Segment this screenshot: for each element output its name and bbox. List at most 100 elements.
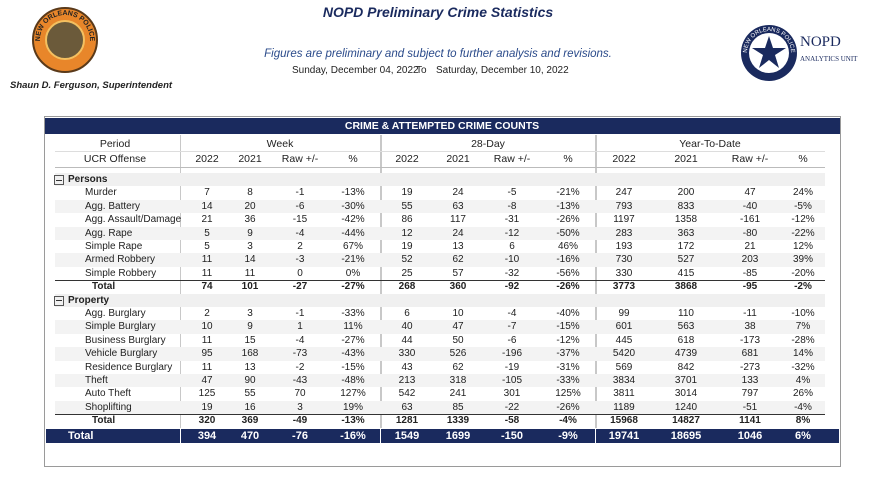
offense: Agg. Burglary [85,308,146,319]
section-row-bg [55,293,825,307]
cell: -12 [504,227,520,239]
row-bg [55,400,825,415]
total-cell: -58 [504,415,520,427]
cell: 90 [244,375,256,386]
cell: -8 [507,200,517,212]
period-label: Period [99,138,131,150]
cell: 193 [615,241,633,252]
cell: 47 [201,375,213,386]
grand-total-cell: 6% [795,429,811,442]
total-cell: -95 [742,281,758,293]
column-header: 2021 [674,153,698,165]
cell: 25 [401,267,413,279]
offense: Armed Robbery [85,254,156,266]
cell: 318 [449,375,467,386]
row-bg [55,226,825,240]
cell: -51 [742,401,758,413]
collapse-icon-bar [56,179,62,181]
column-header: 2021 [238,153,262,165]
group-header: 28-Day [471,138,505,150]
offense: Auto Theft [85,388,131,400]
grand-total-cell: 19741 [608,429,640,442]
cell: -27% [341,334,365,346]
grand-total-cell: -150 [500,429,524,442]
cell: 19 [401,187,413,199]
section-name: Persons [68,174,108,185]
cell: -20% [791,267,815,279]
cell: -15% [341,361,365,373]
cell: 203 [741,254,759,266]
cell: 11 [201,254,213,266]
grand-total-cell: 18695 [670,429,702,442]
cell: 527 [677,254,695,266]
cell: 47 [452,321,464,333]
cell: 247 [615,187,633,199]
section-name: Property [68,294,110,306]
date-separator: To [416,65,427,76]
cell: -3 [295,254,305,266]
cell: 569 [615,361,633,373]
cell: 2 [204,308,210,319]
cell: 1 [297,321,303,333]
cell: 283 [615,227,633,239]
right-logo-title: NOPD [800,34,841,50]
grand-total-separator [595,429,596,444]
offense: Simple Burglary [85,321,156,333]
cell: -5 [507,187,517,199]
cell: -43% [341,348,365,360]
cell: -15 [292,214,308,226]
column-header: % [798,153,808,165]
total-cell: -2% [794,281,812,293]
cell: -48% [341,375,365,386]
cell: -161 [739,214,761,226]
cell: 1240 [674,401,698,413]
cell: 15 [244,334,256,346]
section-row-bg [55,173,825,187]
total-cell: 1281 [395,415,419,427]
cell: 241 [449,388,467,400]
cell: 3 [247,241,253,252]
grand-total-separator [180,429,181,444]
table-frame [44,116,841,467]
cell: 44 [401,334,413,346]
cell: 99 [618,308,630,319]
cell: -26% [556,401,580,413]
offense-label: UCR Offense [83,153,147,165]
cell: 730 [615,254,633,266]
total-cell: 360 [449,281,467,293]
cell: 200 [677,187,695,199]
column-header: Raw +/- [731,153,769,165]
cell: 63 [452,200,464,212]
cell: 47 [744,187,756,199]
cell: 2 [297,241,303,252]
end-date: Saturday, December 10, 2022 [436,65,569,76]
grand-total-cell: 470 [240,429,260,442]
cell: 542 [398,388,416,400]
cell: 21 [744,241,756,252]
cell: 46% [557,241,579,252]
cell: 133 [741,375,759,386]
column-header: 2022 [395,153,419,165]
cell: 62 [452,361,464,373]
cell: 330 [398,348,416,360]
offense: Agg. Battery [85,200,141,212]
grand-total-cell: -76 [292,429,308,442]
collapse-icon-bar [56,300,62,302]
cell: 11 [244,267,256,279]
cell: 20 [244,200,256,212]
cell: -28% [791,334,815,346]
column-separator [595,135,597,428]
cell: -37% [556,348,580,360]
header-rule [55,167,825,168]
cell: 13 [452,241,464,252]
offense: Agg. Assault/Damage [85,214,182,226]
cell: -26% [556,214,580,226]
cell: 14 [244,254,256,266]
offense: Simple Rape [85,241,143,252]
cell: -31 [504,214,520,226]
column-separator [380,135,382,428]
cell: 10 [452,308,464,319]
row-bg [55,347,825,361]
offense: Theft [85,375,108,386]
cell: -44% [341,227,365,239]
